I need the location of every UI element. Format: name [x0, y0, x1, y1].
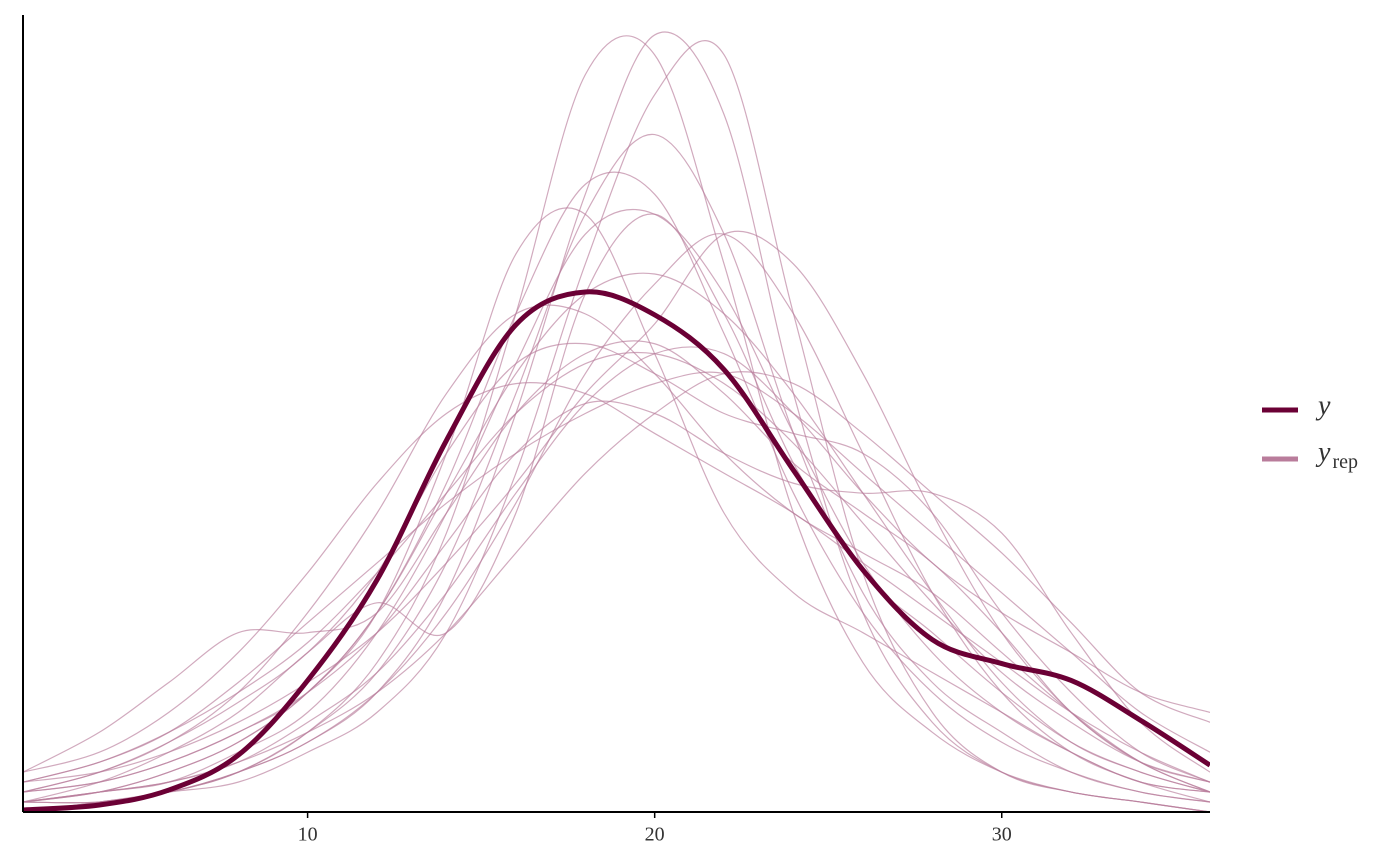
replicate-curve	[23, 351, 1210, 783]
replicate-curve	[23, 304, 1210, 793]
replicate-curve	[23, 346, 1210, 803]
replicate-curve	[23, 207, 1210, 803]
plot-area	[23, 31, 1210, 812]
replicate-curve	[23, 272, 1210, 793]
legend-label-subscript: rep	[1332, 451, 1358, 473]
replicate-curve	[23, 171, 1210, 803]
replicate-curve	[23, 40, 1210, 812]
replicate-curve	[23, 371, 1210, 783]
replicate-curve	[23, 213, 1210, 803]
replicate-curve	[23, 233, 1210, 804]
replicate-curve	[23, 340, 1210, 783]
x-tick-label: 10	[298, 824, 318, 846]
replicate-curve	[23, 400, 1210, 793]
legend-label: y	[1315, 390, 1331, 421]
x-tick-label: 20	[645, 824, 665, 846]
replicate-curve	[23, 133, 1210, 804]
replicate-curve	[23, 31, 1210, 812]
x-tick-label: 30	[992, 824, 1012, 846]
replicate-curve	[23, 342, 1210, 793]
legend-label: y rep	[1315, 437, 1358, 472]
legend-label-main: y	[1315, 437, 1331, 468]
observed-curve	[23, 289, 1210, 812]
replicate-curve	[23, 230, 1210, 793]
replicate-curve	[23, 371, 1210, 803]
